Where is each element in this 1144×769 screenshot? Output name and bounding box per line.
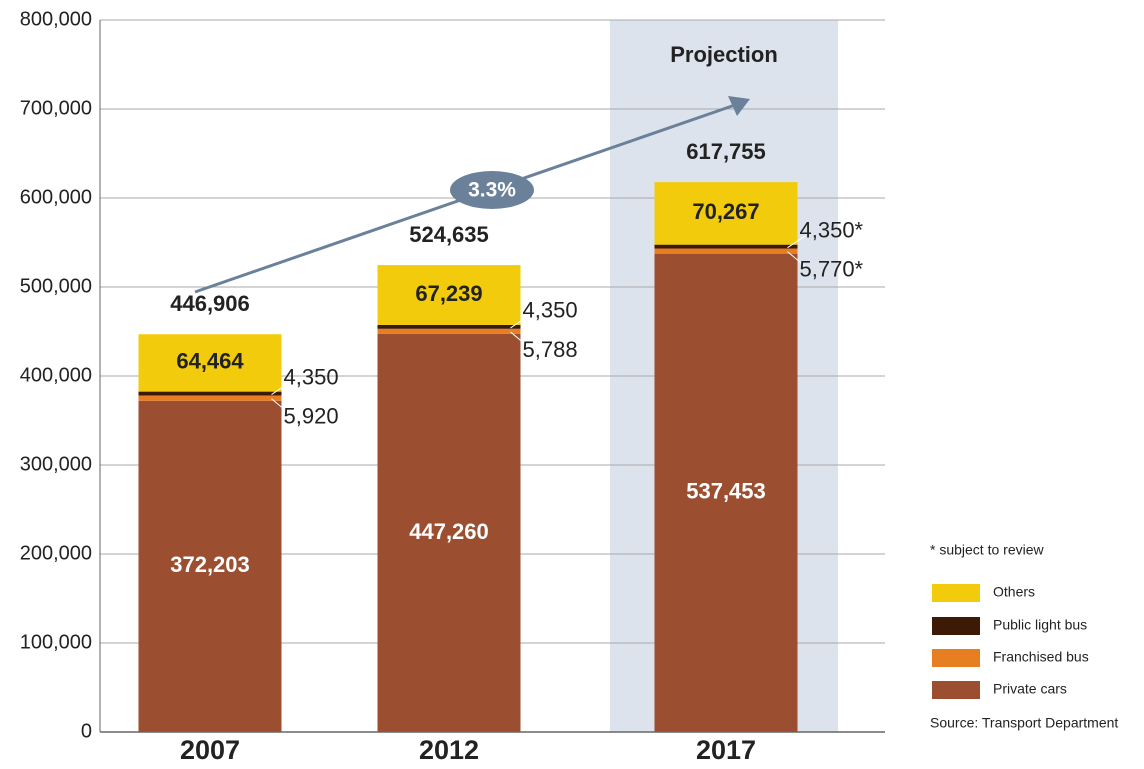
value-label: 64,464 xyxy=(176,349,244,374)
value-label: 67,239 xyxy=(415,281,482,306)
bar-segment xyxy=(654,244,798,249)
value-label: 70,267 xyxy=(692,199,759,224)
legend-swatch xyxy=(932,649,980,667)
value-label: 537,453 xyxy=(686,479,766,504)
x-tick-label: 2012 xyxy=(419,735,479,765)
total-label: 446,906 xyxy=(170,291,250,316)
legend-swatch xyxy=(932,681,980,699)
leader-line xyxy=(510,315,529,329)
value-label: 4,350* xyxy=(800,217,864,242)
value-label: 4,350 xyxy=(284,364,339,389)
arrow-head xyxy=(728,96,750,116)
x-tick-label: 2017 xyxy=(696,735,756,765)
growth-badge xyxy=(450,171,534,209)
leader-line xyxy=(271,398,290,415)
bar-segment xyxy=(138,395,282,401)
y-tick-label: 500,000 xyxy=(20,275,92,297)
value-label: 4,350 xyxy=(523,298,578,323)
legend-swatch xyxy=(932,584,980,602)
total-label: 617,755 xyxy=(686,139,766,164)
y-tick-label: 300,000 xyxy=(20,453,92,475)
source: Source: Transport Department xyxy=(930,715,1118,731)
legend-label: Public light bus xyxy=(993,617,1087,633)
bar-segment xyxy=(138,334,282,392)
y-tick-label: 0 xyxy=(81,720,92,742)
bar-segment xyxy=(377,328,521,334)
growth-label: 3.3% xyxy=(468,179,516,202)
leader-line xyxy=(787,251,806,268)
y-tick-label: 600,000 xyxy=(20,186,92,208)
legend-label: Others xyxy=(993,584,1035,600)
value-label: 5,920 xyxy=(284,404,339,429)
bar-segment xyxy=(377,324,521,329)
bar-segment xyxy=(654,182,798,245)
footnote: * subject to review xyxy=(930,542,1044,558)
value-label: 5,788 xyxy=(523,337,578,362)
bar-segment xyxy=(654,253,798,733)
y-tick-label: 700,000 xyxy=(20,97,92,119)
leader-line xyxy=(510,331,529,348)
bar-segment xyxy=(138,391,282,396)
y-tick-label: 200,000 xyxy=(20,542,92,564)
y-tick-label: 100,000 xyxy=(20,631,92,653)
bar-segment xyxy=(377,333,521,732)
bar-segment xyxy=(138,400,282,732)
value-label: 447,260 xyxy=(409,519,489,544)
leader-line xyxy=(271,382,290,396)
projection-label: Projection xyxy=(670,42,778,67)
y-tick-label: 400,000 xyxy=(20,364,92,386)
value-label: 5,770* xyxy=(800,256,864,281)
leader-line xyxy=(787,235,806,249)
x-tick-label: 2007 xyxy=(180,735,240,765)
bar-segment xyxy=(377,265,521,325)
legend-swatch xyxy=(932,617,980,635)
legend-label: Franchised bus xyxy=(993,649,1089,665)
legend-label: Private cars xyxy=(993,681,1067,697)
bar-segment xyxy=(654,248,798,254)
total-label: 524,635 xyxy=(409,222,489,247)
value-label: 372,203 xyxy=(170,552,250,577)
y-tick-label: 800,000 xyxy=(20,8,92,30)
